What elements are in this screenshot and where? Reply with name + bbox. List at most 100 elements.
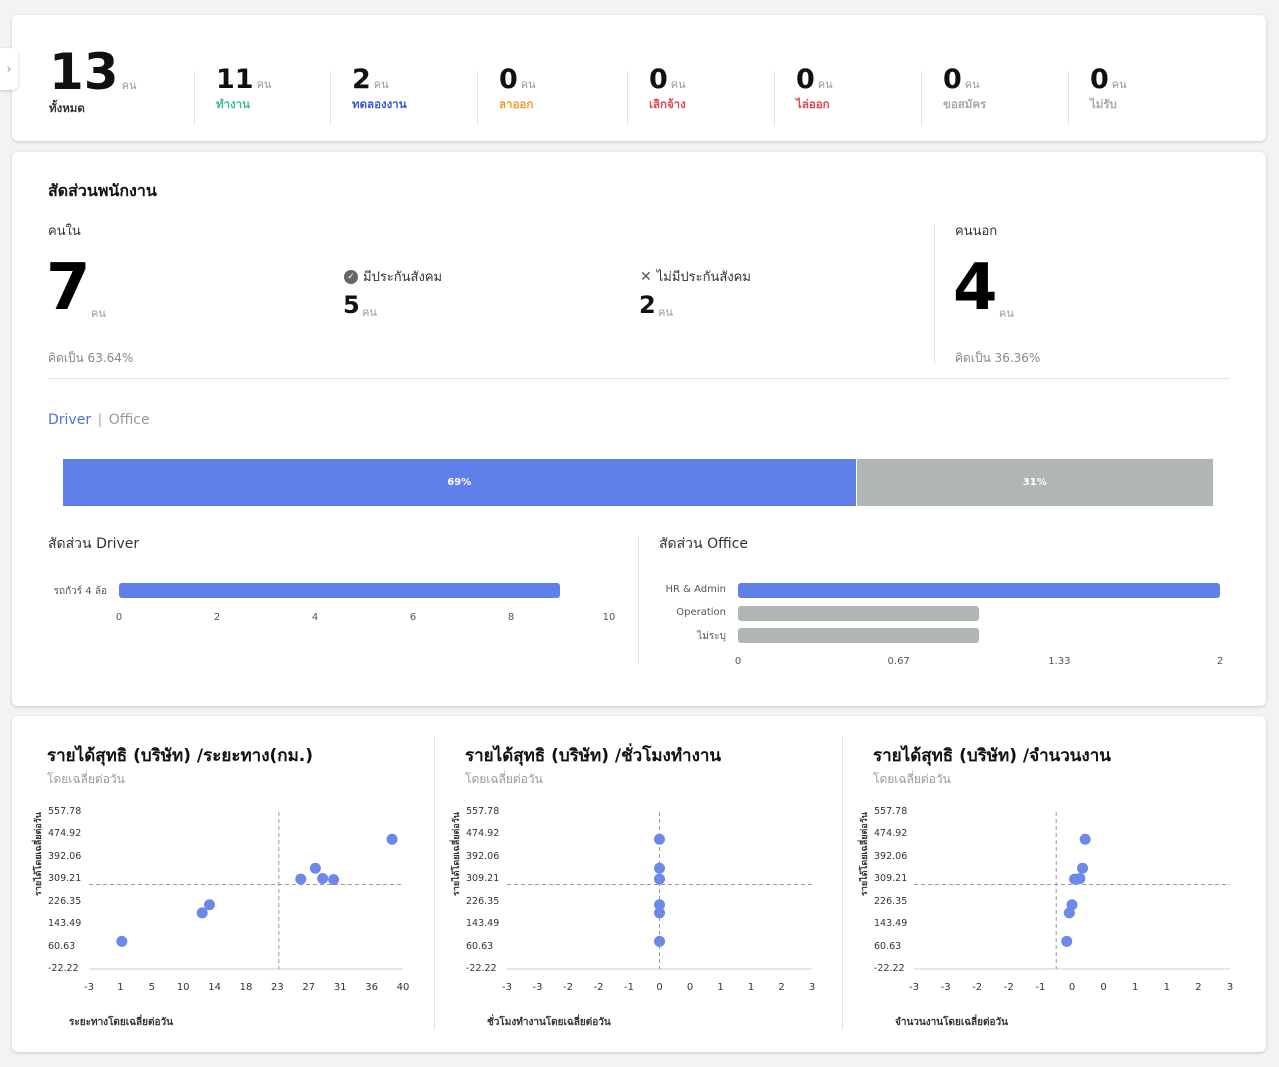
x-tick-label: -2	[593, 982, 604, 993]
stat-unit: คน	[520, 78, 536, 91]
scatter-point[interactable]	[1063, 907, 1075, 919]
outside-unit: คน	[999, 307, 1014, 320]
outside-count: 4	[953, 251, 998, 325]
scatter-point[interactable]	[386, 833, 398, 845]
stat-separator	[627, 71, 628, 125]
office-chart-title: สัดส่วน Office	[659, 536, 748, 552]
y-tick-label: 143.49	[874, 918, 908, 930]
scatter-charts: รายได้สุทธิ (บริษัท) /ระยะทาง(กม.) โดยเฉล…	[12, 716, 1266, 1052]
category-label: Operation	[676, 606, 726, 618]
scatter-point[interactable]	[654, 907, 665, 919]
scatter-point[interactable]	[1074, 873, 1086, 885]
x-tick-label: 36	[365, 982, 378, 993]
y-tick-label: 60.63	[466, 940, 494, 952]
y-tick-label: 474.92	[48, 828, 82, 840]
x-tick-label: -3	[909, 982, 919, 993]
stat-value-row: 0 คน	[796, 66, 833, 93]
horizontal-divider	[48, 378, 1230, 379]
scatter-point[interactable]	[328, 874, 340, 886]
y-tick-label: 557.78	[466, 806, 500, 817]
scatter-subtitle: โดยเฉลี่ยต่อวัน	[47, 772, 125, 786]
vertical-divider	[934, 224, 935, 364]
scatter-card: รายได้สุทธิ (บริษัท) /ระยะทาง(กม.) โดยเฉล…	[12, 716, 1266, 1052]
x-tick-label: 2	[1195, 982, 1202, 993]
category-label: รถกัวร์ 4 ล้อ	[53, 586, 107, 597]
scatter-point[interactable]	[317, 873, 329, 885]
scatter-title: รายได้สุทธิ (บริษัท) /ชั่วโมงทำงาน	[465, 746, 722, 766]
x-tick-label: 10	[602, 612, 616, 623]
x-axis-title: ระยะทางโดยเฉลี่ยต่อวัน	[69, 1017, 173, 1028]
bar[interactable]	[119, 583, 560, 598]
x-tick-label: -1	[624, 982, 634, 993]
scatter-point[interactable]	[654, 873, 665, 885]
scatter-point[interactable]	[1077, 862, 1089, 874]
stat-separator	[194, 71, 195, 125]
driver-chart-title: สัดส่วน Driver	[48, 536, 140, 552]
stat-value: 2	[352, 64, 371, 95]
scatter-point[interactable]	[309, 862, 321, 874]
chart-divider	[638, 536, 639, 664]
stat-label: ทั้งหมด	[49, 101, 85, 115]
scatter-point[interactable]	[1079, 833, 1091, 845]
category-label: ไม่ระบุ	[697, 631, 726, 642]
y-tick-label: 143.49	[466, 918, 500, 930]
sidebar-toggle-button[interactable]: ›	[0, 48, 18, 90]
scatter-point[interactable]	[654, 862, 665, 874]
y-tick-label: 557.78	[48, 806, 82, 817]
x-tick-label: 3	[1226, 982, 1234, 993]
y-tick-label: 226.35	[48, 895, 82, 907]
y-tick-label: 392.06	[48, 850, 82, 862]
stat-separator	[1068, 71, 1069, 125]
stat-item[interactable]: 0 คน ไม่รับ	[1090, 66, 1127, 114]
stat-item[interactable]: 0 คน ขอสมัคร	[943, 66, 986, 114]
scatter-point[interactable]	[654, 833, 665, 845]
scatter-point[interactable]	[295, 873, 307, 885]
x-tick-label: 0	[1100, 982, 1107, 993]
scatter-point[interactable]	[1069, 873, 1081, 885]
bar[interactable]	[738, 583, 1220, 598]
scatter-point[interactable]	[203, 899, 215, 911]
x-tick-label: 2	[213, 612, 221, 623]
stat-label: ไล่ออก	[796, 97, 830, 111]
scatter-point[interactable]	[1061, 935, 1073, 947]
check-circle-icon: ✓	[344, 269, 358, 284]
inside-unit: คน	[91, 307, 106, 320]
stat-label: เลิกจ้าง	[649, 97, 686, 111]
stat-item[interactable]: 2 คน ทดลองงาน	[352, 66, 407, 114]
stat-item[interactable]: 11 คน ทำงาน	[216, 66, 271, 114]
scatter-point[interactable]	[116, 935, 128, 947]
scatter-subtitle: โดยเฉลี่ยต่อวัน	[465, 772, 543, 786]
category-label: HR & Admin	[665, 584, 727, 595]
y-axis-title: รายได้โดยเฉลี่ยต่อวัน	[452, 812, 462, 896]
tab-office[interactable]: Office	[108, 412, 150, 428]
x-tick-label: 1	[1132, 982, 1139, 993]
x-tick-label: 0	[1068, 982, 1076, 993]
bar[interactable]	[738, 605, 979, 621]
uninsured-text: ไม่มีประกันสังคม	[656, 270, 751, 285]
stat-unit: คน	[964, 78, 980, 91]
y-tick-label: 309.21	[466, 873, 500, 885]
tab-separator: |	[97, 412, 103, 428]
x-tick-label: 1	[717, 982, 724, 993]
stat-unit: คน	[256, 78, 272, 91]
y-tick-label: 474.92	[466, 828, 500, 840]
chevron-right-icon: ›	[6, 62, 12, 76]
bar[interactable]	[738, 628, 979, 643]
stat-item[interactable]: 0 คน เลิกจ้าง	[649, 66, 686, 114]
stat-item[interactable]: 13 คน ทั้งหมด	[49, 47, 136, 118]
stat-item[interactable]: 0 คนไล่ออก	[796, 66, 833, 114]
y-tick-label: 392.06	[466, 850, 500, 862]
stat-item[interactable]: 0 คน ลาออก	[499, 66, 536, 114]
scatter-point[interactable]	[196, 907, 208, 919]
tab-driver[interactable]: Driver	[48, 412, 92, 428]
split-office-label: 31%	[1022, 477, 1047, 488]
stat-value-row: 0 คน	[499, 66, 536, 93]
stat-unit: คน	[121, 79, 137, 92]
scatter-point[interactable]	[654, 935, 665, 947]
stat-value: 0	[796, 64, 815, 95]
x-tick-label: -2	[972, 982, 983, 993]
scatter-point[interactable]	[654, 899, 665, 911]
scatter-point[interactable]	[1066, 899, 1078, 911]
x-tick-label: 14	[208, 982, 221, 993]
employee-ratio-card: สัดส่วนพนักงาน คนใน 7 คน คิดเป็น 63.64% …	[12, 152, 1266, 706]
